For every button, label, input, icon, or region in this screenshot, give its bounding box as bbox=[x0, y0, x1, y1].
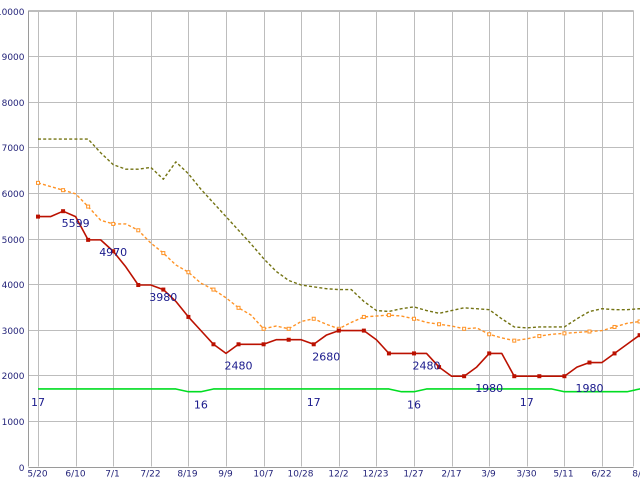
data-point-marker bbox=[236, 342, 241, 347]
data-point-marker bbox=[186, 314, 191, 319]
y-axis-tick-labels: 0 1000 2000 3000 4000 5000 6000 7000 8000 9000 100… bbox=[0, 8, 25, 474]
x-tick-label: 8/3 bbox=[632, 470, 640, 480]
x-tick-label: 9/9 bbox=[218, 470, 233, 480]
data-point-marker bbox=[487, 351, 492, 356]
x-tick-label: 6/22 bbox=[591, 470, 611, 480]
x-tick-label: 5/11 bbox=[553, 470, 573, 480]
data-point-marker bbox=[86, 237, 91, 242]
data-point-marker bbox=[161, 287, 166, 292]
data-point-marker bbox=[186, 270, 191, 275]
x-tick-label: 12/23 bbox=[363, 470, 389, 480]
data-point-marker bbox=[386, 351, 391, 356]
price-annotation: 2480 bbox=[225, 359, 253, 372]
price-annotation: 4970 bbox=[99, 246, 127, 259]
price-annotation: 1980 bbox=[576, 382, 604, 395]
y-tick-label: 7000 bbox=[2, 144, 25, 154]
y-tick-label: 5000 bbox=[2, 236, 25, 246]
price-annotation: 1980 bbox=[475, 382, 503, 395]
x-axis-tick-labels: 5/20 6/10 7/1 7/22 8/19 9/9 10/7 10/28 12/2 12/23… bbox=[27, 470, 640, 480]
price-annotation: 2680 bbox=[312, 350, 340, 363]
data-point-marker bbox=[537, 374, 542, 379]
y-tick-label: 2000 bbox=[2, 372, 25, 382]
y-tick-label: 10000 bbox=[0, 8, 25, 18]
data-point-marker bbox=[286, 337, 291, 342]
x-tick-label: 8/19 bbox=[177, 470, 197, 480]
data-point-marker bbox=[36, 180, 40, 185]
data-point-marker bbox=[612, 351, 617, 356]
data-point-marker bbox=[61, 188, 66, 193]
data-point-marker bbox=[361, 328, 366, 333]
price-annotation: 2480 bbox=[413, 359, 441, 372]
data-point-marker bbox=[361, 314, 366, 319]
data-point-marker bbox=[512, 374, 517, 379]
data-point-marker bbox=[562, 374, 567, 379]
series-layer bbox=[36, 138, 640, 393]
x-tick-label: 7/1 bbox=[105, 470, 119, 480]
data-point-marker bbox=[537, 334, 542, 339]
data-point-marker bbox=[111, 221, 116, 226]
x-tick-label: 2/17 bbox=[441, 470, 461, 480]
data-point-marker bbox=[36, 214, 40, 219]
data-point-marker bbox=[111, 249, 116, 254]
price-annotation: 3980 bbox=[149, 291, 177, 304]
data-point-marker bbox=[336, 328, 341, 333]
x-tick-label: 12/2 bbox=[328, 470, 348, 480]
data-point-marker bbox=[236, 305, 241, 310]
y-tick-label: 8000 bbox=[2, 99, 25, 109]
data-point-marker bbox=[136, 283, 141, 288]
x-tick-label: 7/22 bbox=[140, 470, 160, 480]
data-point-marker bbox=[512, 338, 517, 343]
x-tick-label: 1/27 bbox=[403, 470, 423, 480]
y-tick-label: 9000 bbox=[2, 53, 25, 63]
data-point-marker bbox=[587, 360, 592, 365]
y-tick-label: 4000 bbox=[2, 281, 25, 291]
series-line-middle-dashed-orange bbox=[37, 182, 640, 342]
count-annotation: 17 bbox=[307, 396, 321, 409]
series-line-price-solid-red bbox=[38, 210, 640, 378]
y-tick-label: 0 bbox=[19, 464, 25, 474]
data-point-marker bbox=[462, 374, 467, 379]
y-tick-label: 6000 bbox=[2, 190, 25, 200]
data-point-marker bbox=[136, 228, 141, 233]
data-point-marker bbox=[161, 251, 166, 256]
data-point-marker bbox=[412, 316, 416, 321]
count-annotation: 17 bbox=[31, 396, 45, 409]
data-point-marker bbox=[562, 331, 567, 336]
data-point-marker bbox=[462, 326, 467, 331]
data-point-marker bbox=[86, 204, 91, 209]
x-tick-label: 3/30 bbox=[516, 470, 536, 480]
data-point-marker bbox=[261, 342, 266, 347]
x-tick-label: 5/20 bbox=[27, 470, 47, 480]
data-point-marker bbox=[386, 313, 391, 318]
y-tick-label: 3000 bbox=[2, 327, 25, 337]
data-point-marker bbox=[437, 322, 442, 327]
data-point-marker bbox=[311, 342, 316, 347]
data-point-marker bbox=[437, 365, 442, 370]
data-point-marker bbox=[261, 326, 266, 331]
x-tick-label: 10/7 bbox=[253, 470, 273, 480]
data-point-marker bbox=[211, 342, 216, 347]
data-point-marker bbox=[211, 287, 216, 292]
count-annotation: 16 bbox=[194, 399, 208, 412]
data-point-marker bbox=[412, 351, 416, 356]
grid-layer bbox=[28, 10, 634, 468]
data-point-marker bbox=[587, 329, 592, 334]
x-tick-label: 3/9 bbox=[481, 470, 496, 480]
data-point-marker bbox=[311, 316, 316, 321]
annotation-layer: 5599497039802480268024801980198028802980… bbox=[31, 217, 604, 412]
x-tick-label: 10/28 bbox=[288, 470, 314, 480]
series-line-count-solid-green bbox=[38, 388, 640, 393]
count-annotation: 17 bbox=[520, 396, 534, 409]
data-point-marker bbox=[487, 332, 492, 337]
data-point-marker bbox=[61, 209, 66, 214]
price-annotation: 5599 bbox=[62, 217, 90, 230]
x-tick-label: 6/10 bbox=[65, 470, 85, 480]
data-point-marker bbox=[612, 324, 617, 329]
data-point-marker bbox=[286, 326, 291, 331]
y-tick-label: 1000 bbox=[2, 418, 25, 428]
count-annotation: 16 bbox=[407, 399, 421, 412]
